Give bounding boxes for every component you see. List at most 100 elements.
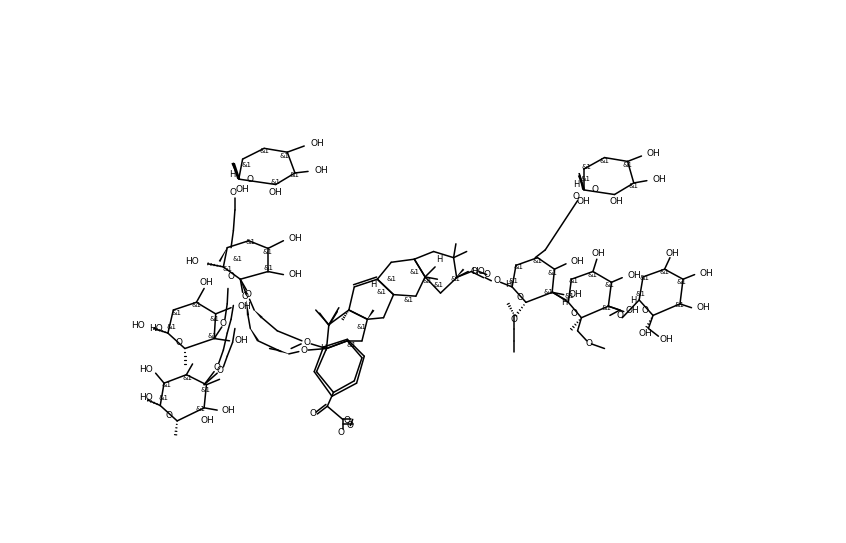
Text: &1: &1 (409, 269, 420, 275)
Text: &1: &1 (376, 289, 387, 295)
Text: O: O (493, 276, 500, 285)
Text: OH: OH (569, 290, 582, 299)
Text: &1: &1 (548, 270, 558, 276)
Text: HO: HO (150, 324, 163, 333)
Text: OH: OH (201, 416, 214, 425)
Text: &1: &1 (195, 406, 206, 412)
Text: OH: OH (700, 269, 713, 277)
Text: O: O (347, 421, 354, 430)
Text: &1: &1 (434, 282, 444, 288)
Text: &1: &1 (183, 375, 193, 381)
Text: O: O (300, 345, 308, 355)
Text: O: O (570, 308, 577, 318)
Text: O: O (244, 290, 251, 299)
Polygon shape (254, 310, 262, 319)
Text: &1: &1 (605, 282, 615, 288)
Text: &1: &1 (201, 387, 211, 393)
Text: O: O (483, 270, 490, 279)
Text: OH: OH (577, 197, 591, 206)
Text: &1: &1 (357, 324, 367, 330)
Text: &1: &1 (451, 276, 461, 282)
Text: &1: &1 (162, 382, 172, 388)
Text: &1: &1 (580, 176, 591, 182)
Text: OH: OH (314, 166, 328, 175)
Text: &1: &1 (532, 258, 542, 264)
Polygon shape (246, 301, 250, 315)
Text: &1: &1 (623, 162, 633, 168)
Text: H: H (630, 295, 637, 305)
Text: &1: &1 (209, 316, 219, 322)
Text: OH: OH (697, 303, 711, 312)
Text: OH: OH (571, 257, 585, 266)
Text: &1: &1 (347, 342, 357, 348)
Text: OH: OH (660, 335, 673, 344)
Text: &1: &1 (262, 249, 272, 255)
Text: O: O (642, 306, 649, 314)
Text: &1: &1 (565, 293, 575, 299)
Polygon shape (277, 349, 288, 354)
Text: O: O (338, 428, 344, 437)
Text: O: O (217, 365, 224, 375)
Text: O: O (617, 311, 624, 320)
Polygon shape (367, 310, 375, 319)
Text: &1: &1 (674, 302, 684, 308)
Polygon shape (250, 329, 259, 342)
Text: &1: &1 (263, 264, 273, 270)
Text: &1: &1 (660, 269, 669, 275)
Polygon shape (578, 175, 584, 190)
Text: &1: &1 (191, 302, 201, 308)
Text: OH: OH (288, 270, 303, 279)
Text: OH: OH (235, 336, 249, 345)
Text: &1: &1 (404, 297, 413, 303)
Text: H: H (561, 298, 568, 307)
Text: OH: OH (222, 406, 235, 415)
Text: O: O (214, 363, 221, 372)
Polygon shape (456, 269, 464, 278)
Polygon shape (579, 173, 585, 190)
Text: &1: &1 (289, 172, 299, 178)
Text: H: H (371, 280, 376, 289)
Polygon shape (231, 162, 239, 179)
Text: HO: HO (131, 321, 145, 330)
Text: OH: OH (647, 149, 661, 158)
Text: O: O (303, 338, 310, 347)
Text: H: H (321, 344, 327, 353)
Text: &1: &1 (635, 291, 645, 297)
Text: H: H (229, 170, 236, 179)
Text: &1: &1 (245, 239, 255, 245)
Text: OH: OH (236, 185, 250, 194)
Text: &1: &1 (569, 278, 579, 284)
Polygon shape (240, 279, 247, 295)
Text: OH: OH (609, 197, 623, 206)
Text: O: O (229, 188, 236, 197)
Text: O: O (241, 292, 249, 301)
Text: &1: &1 (232, 256, 242, 262)
Text: &1: &1 (271, 179, 281, 185)
Text: &1: &1 (207, 333, 217, 339)
Text: &1: &1 (280, 153, 290, 159)
Text: O: O (247, 175, 254, 184)
Text: OH: OH (200, 278, 213, 287)
Text: &1: &1 (422, 278, 432, 284)
Text: OH: OH (288, 234, 303, 243)
Text: &1: &1 (508, 278, 519, 284)
Text: &1: &1 (166, 324, 176, 330)
Text: &1: &1 (387, 276, 396, 282)
Text: O: O (166, 411, 173, 420)
Text: &1: &1 (600, 157, 609, 163)
Text: &1: &1 (514, 264, 524, 270)
Text: O: O (591, 185, 598, 194)
Text: H: H (573, 180, 580, 189)
Text: HO: HO (139, 393, 152, 402)
Text: &1: &1 (158, 395, 168, 401)
Text: O: O (220, 319, 227, 327)
Text: O: O (310, 409, 317, 419)
Text: HO: HO (139, 365, 152, 374)
Text: &1: &1 (629, 183, 639, 189)
Text: OH: OH (666, 249, 679, 257)
Polygon shape (218, 248, 228, 262)
Text: OH: OH (310, 139, 324, 148)
Text: O: O (470, 267, 477, 276)
Text: &1: &1 (588, 272, 598, 277)
Text: &1: &1 (222, 266, 232, 272)
